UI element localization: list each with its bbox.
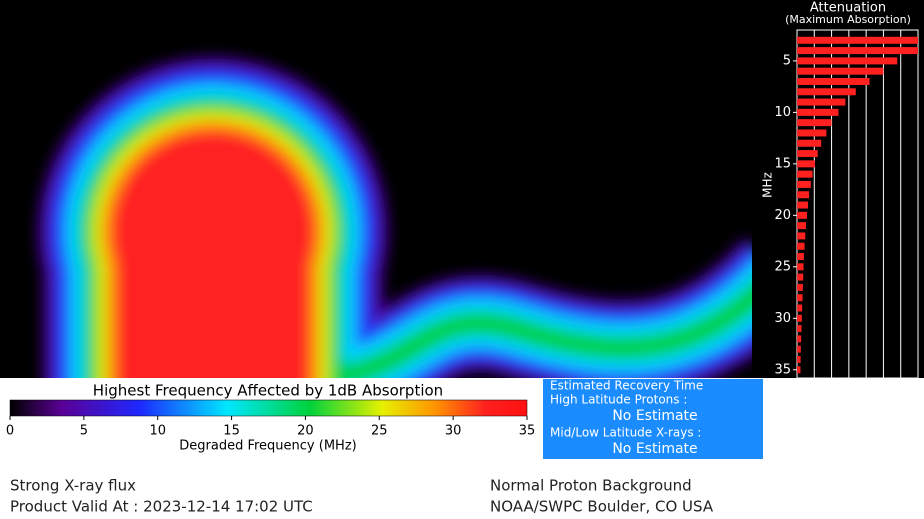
bar xyxy=(797,36,918,44)
bar xyxy=(797,119,832,127)
bar xyxy=(797,304,803,312)
bar xyxy=(797,232,806,240)
bar xyxy=(797,366,801,374)
colorbar xyxy=(9,399,528,417)
colorbar-tick-label: 0 xyxy=(6,424,14,439)
x-tick-label: 25 xyxy=(877,383,890,394)
bar xyxy=(797,129,827,137)
x-tick-label: 10 xyxy=(825,383,838,394)
x-tick-label: 5 xyxy=(811,383,817,394)
bar xyxy=(797,139,822,147)
recovery-box xyxy=(543,379,763,459)
footer-text: Strong X-ray flux xyxy=(10,477,136,495)
bar xyxy=(797,47,918,55)
bar xyxy=(797,335,802,343)
y-tick-label: 20 xyxy=(774,208,791,223)
bar xyxy=(797,222,806,230)
bar xyxy=(797,67,884,75)
x-tick-label: 20 xyxy=(860,383,873,394)
bar xyxy=(797,88,856,96)
bar xyxy=(797,253,804,261)
y-tick-label: 25 xyxy=(774,259,791,274)
bar xyxy=(797,180,811,188)
chart-subtitle: (Maximum Absorption) xyxy=(785,13,911,26)
bar xyxy=(797,160,815,168)
bar xyxy=(797,77,870,85)
bar xyxy=(797,108,839,116)
bar xyxy=(797,57,898,65)
bar xyxy=(797,325,802,333)
colorbar-tick-label: 20 xyxy=(297,424,314,439)
y-tick-label: 35 xyxy=(774,362,791,377)
x-axis-label: dB xyxy=(837,403,854,418)
absorption-blob xyxy=(116,232,310,378)
colorbar-tick-label: 30 xyxy=(445,424,462,439)
bar xyxy=(797,283,803,291)
recovery-low-label: Mid/Low Latitude X-rays : xyxy=(550,426,701,440)
bar xyxy=(797,263,804,271)
recovery-high-value: No Estimate xyxy=(612,408,697,424)
bar xyxy=(797,170,813,178)
recovery-title: Estimated Recovery Time xyxy=(550,379,703,393)
bar xyxy=(797,98,846,106)
absorption-layers xyxy=(38,57,752,378)
x-tick-label: 35 xyxy=(912,383,924,394)
bar xyxy=(797,201,809,209)
bar xyxy=(797,242,805,250)
colorbar-tick-label: 5 xyxy=(80,424,88,439)
bar xyxy=(797,191,810,199)
bar xyxy=(797,345,801,353)
footer-text: Product Valid At : 2023-12-14 17:02 UTC xyxy=(10,498,313,516)
x-tick-label: 0 xyxy=(794,383,800,394)
bar xyxy=(797,211,808,219)
x-tick-label: 30 xyxy=(894,383,907,394)
chart-title: Attenuation xyxy=(810,1,886,16)
absorption-tail xyxy=(299,281,752,378)
bar xyxy=(797,150,818,158)
colorbar-tick-label: 10 xyxy=(149,424,166,439)
footer-text: Normal Proton Background xyxy=(490,477,692,495)
y-tick-label: 30 xyxy=(774,311,791,326)
bar xyxy=(797,355,801,363)
bar xyxy=(797,314,802,322)
x-tick-label: 15 xyxy=(842,383,855,394)
colorbar-title: Highest Frequency Affected by 1dB Absorp… xyxy=(93,382,443,400)
y-axis-label: MHz xyxy=(761,172,775,198)
absorption-map xyxy=(38,57,752,378)
colorbar-label: Degraded Frequency (MHz) xyxy=(179,439,356,454)
footer-text: NOAA/SWPC Boulder, CO USA xyxy=(490,498,714,516)
bar xyxy=(797,273,804,281)
y-tick-label: 15 xyxy=(774,156,791,171)
y-tick-label: 10 xyxy=(774,105,791,120)
recovery-low-value: No Estimate xyxy=(612,441,697,457)
colorbar-tick-label: 15 xyxy=(223,424,240,439)
colorbar-tick-label: 35 xyxy=(519,424,536,439)
bar xyxy=(797,294,803,302)
colorbar-tick-label: 25 xyxy=(371,424,388,439)
y-tick-label: 5 xyxy=(783,53,791,68)
recovery-high-label: High Latitude Protons : xyxy=(550,393,687,407)
